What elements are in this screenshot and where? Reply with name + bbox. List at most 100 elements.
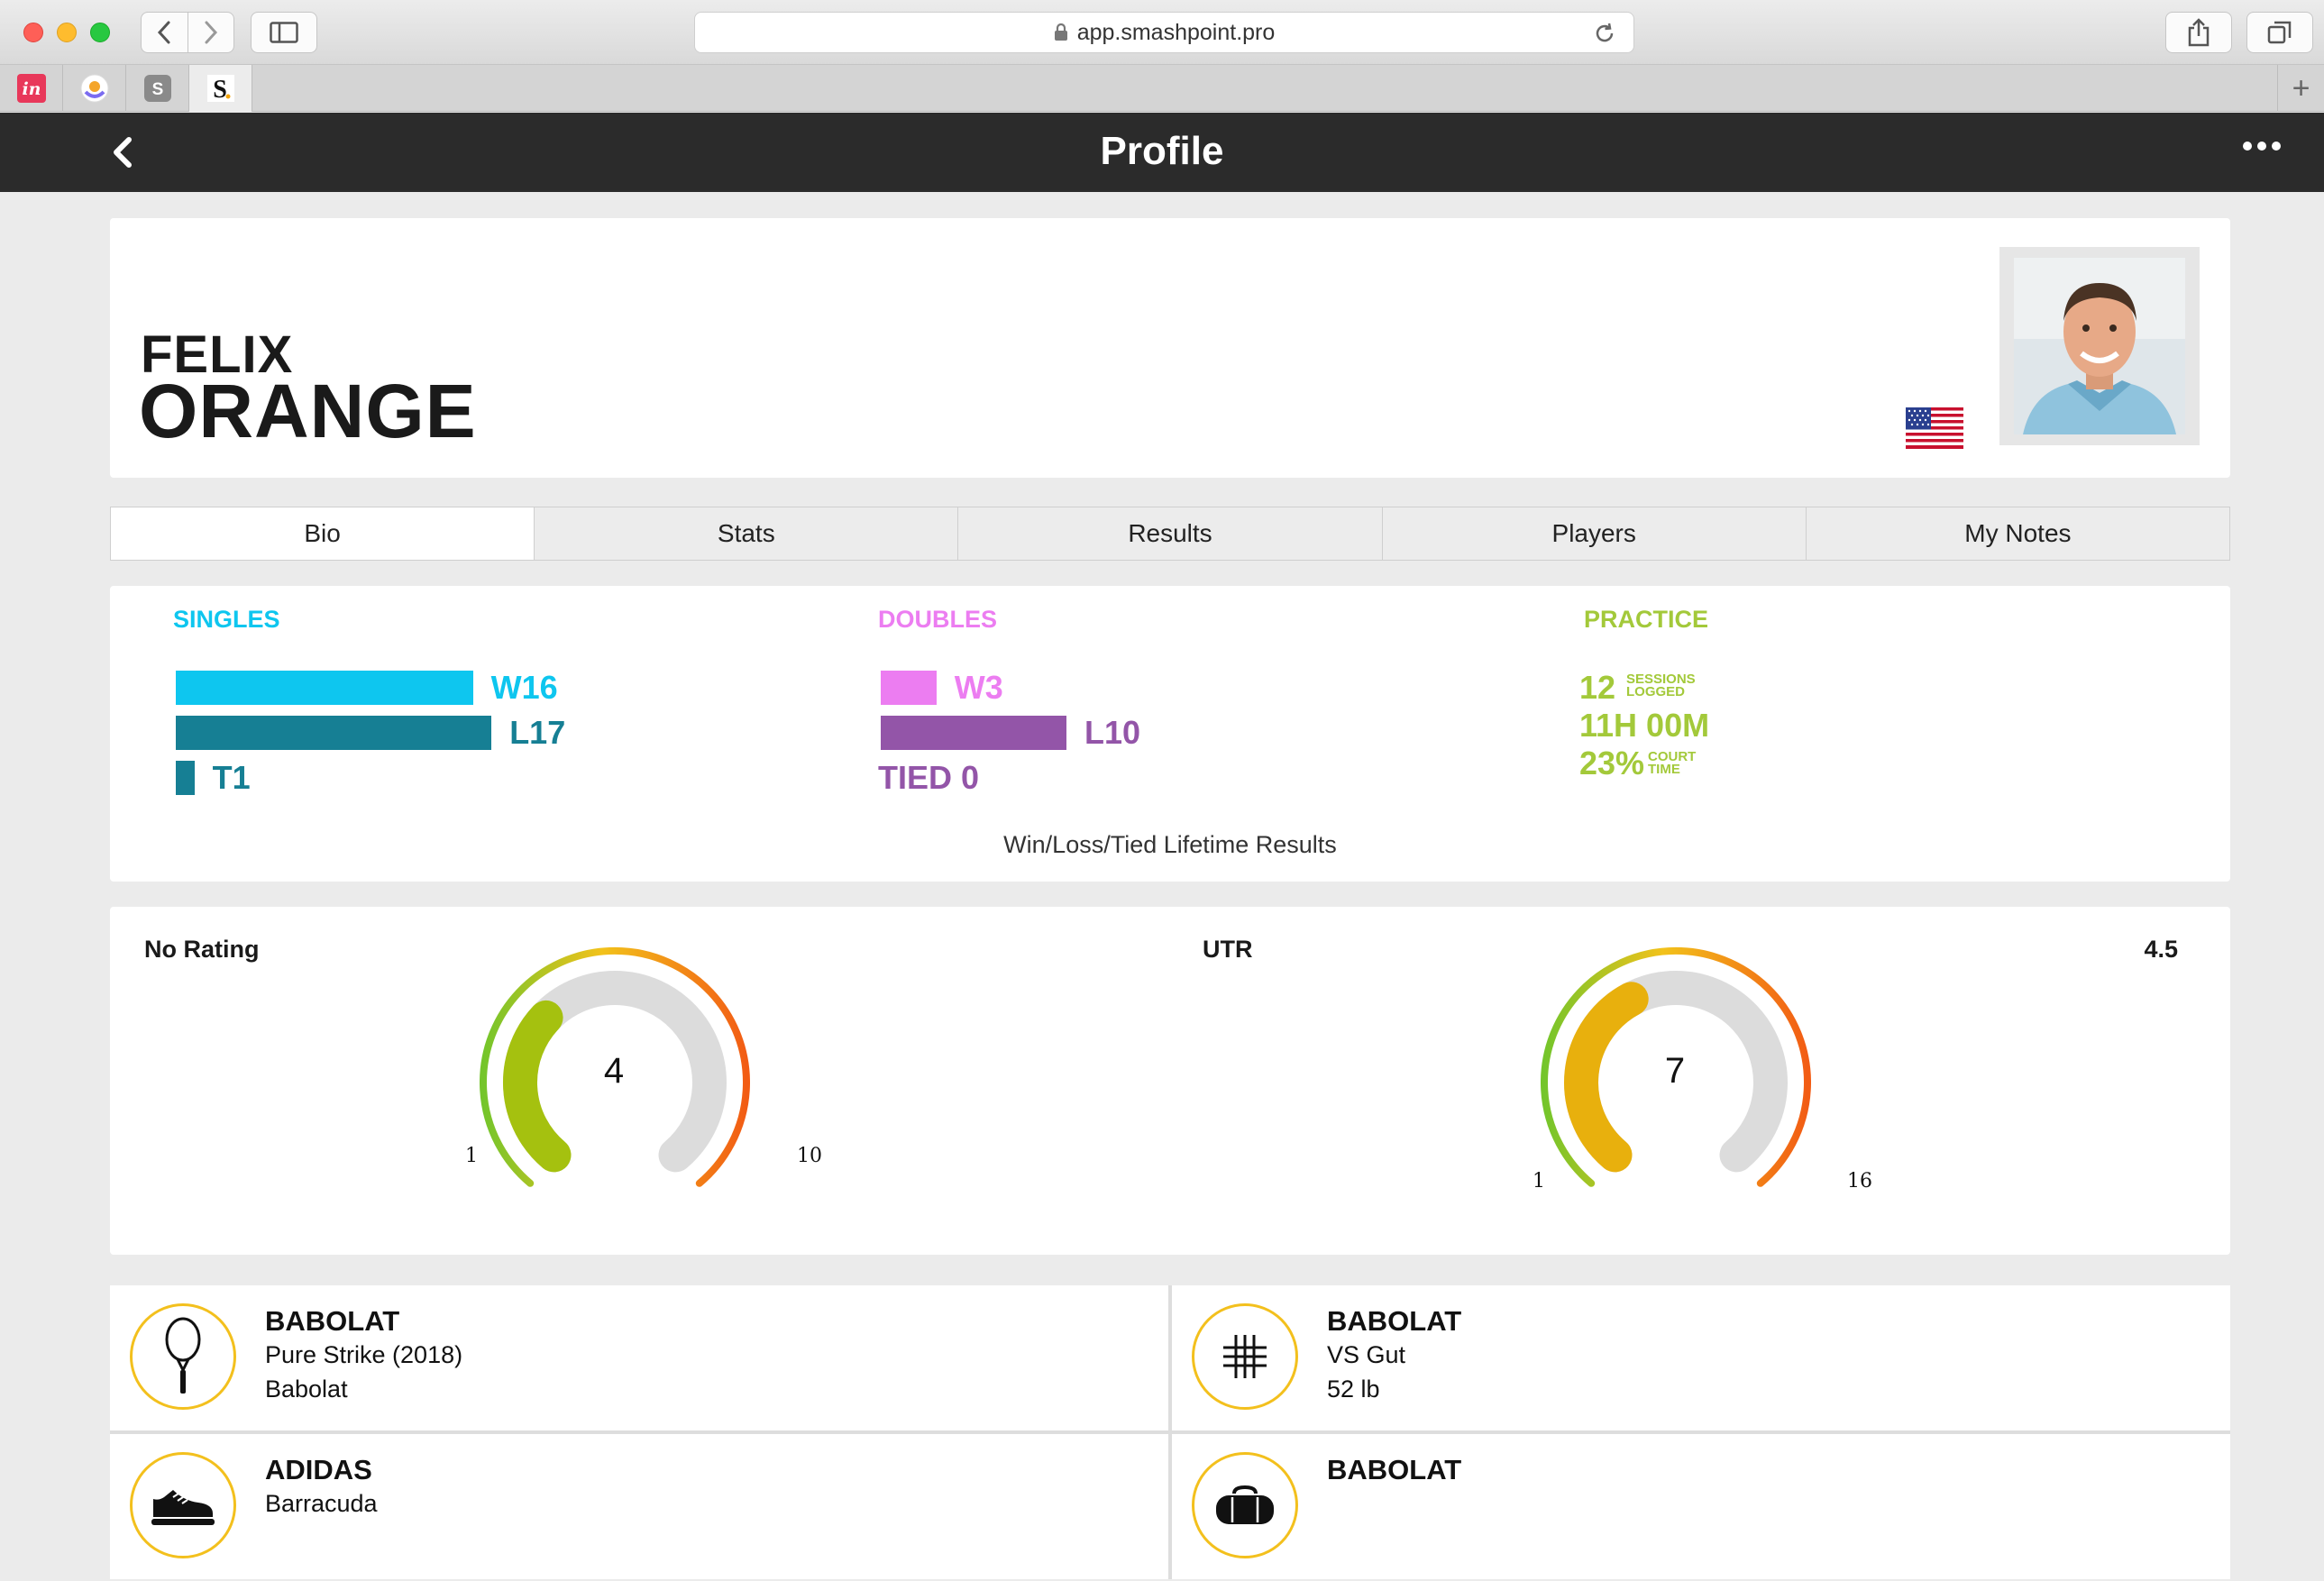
equipment-model: Barracuda (265, 1490, 378, 1517)
minimize-window-button[interactable] (57, 23, 77, 42)
tab-stats[interactable]: Stats (534, 507, 957, 560)
browser-titlebar: app.smashpoint.pro (0, 0, 2324, 65)
doubles-heading: DOUBLES (878, 606, 998, 633)
equipment-item-shoes[interactable]: ADIDAS Barracuda (110, 1434, 1168, 1579)
pinned-tab-app[interactable] (63, 65, 126, 112)
results-caption: Win/Loss/Tied Lifetime Results (1003, 831, 1337, 858)
equipment-item-strings[interactable]: BABOLAT VS Gut 52 lb (1172, 1285, 2230, 1430)
share-button[interactable] (2165, 12, 2232, 53)
pinned-tab-s-bold[interactable]: S (189, 65, 252, 112)
tab-results[interactable]: Results (957, 507, 1381, 560)
rating-label-utr: UTR (1203, 936, 1253, 963)
doubles-wins-label: W3 (954, 669, 1003, 706)
practice-sessions-unit-1: SESSIONS (1626, 672, 1696, 687)
doubles-losses-label: L10 (1084, 714, 1141, 751)
first-name: FELIX (141, 325, 294, 384)
zoom-window-button[interactable] (90, 23, 110, 42)
browser-forward-button[interactable] (187, 13, 234, 52)
svg-text:S: S (151, 80, 163, 99)
pinned-tabs-bar: in S S + (0, 65, 2324, 112)
svg-text:in: in (22, 79, 41, 99)
practice-time: 11H 00M (1579, 707, 1710, 744)
gauge-value-left: 4 (603, 1051, 625, 1091)
app-header: Profile (0, 113, 2324, 192)
more-options-icon[interactable] (2243, 142, 2281, 151)
equipment-brand: BABOLAT (265, 1305, 400, 1337)
equipment-brand: ADIDAS (265, 1454, 372, 1485)
reload-icon[interactable] (1592, 21, 1617, 46)
chevron-right-icon (205, 21, 217, 44)
equipment-model: VS Gut (1327, 1341, 1406, 1368)
practice-court-unit-1: COURT (1648, 749, 1697, 764)
back-icon[interactable] (104, 133, 143, 172)
invision-icon: in (16, 74, 46, 103)
doubles-ties-label: TIED 0 (878, 759, 980, 796)
practice-sessions-count: 12 (1579, 669, 1616, 706)
us-flag-icon (1906, 407, 1963, 449)
app-logo-icon (80, 74, 108, 103)
bag-icon-circle (1192, 1452, 1298, 1558)
equipment-item-bag[interactable]: BABOLAT (1172, 1434, 2230, 1579)
rating-label-left: No Rating (144, 936, 260, 963)
equipment-item-racquet[interactable]: BABOLAT Pure Strike (2018) Babolat (110, 1285, 1168, 1430)
equipment-brand: BABOLAT (1327, 1305, 1462, 1337)
racquet-icon-circle (130, 1303, 236, 1410)
avatar[interactable] (1999, 247, 2200, 445)
tab-overview-button[interactable] (2246, 12, 2313, 53)
pinned-tab-invision[interactable]: in (0, 65, 63, 112)
shoe-icon (151, 1490, 215, 1525)
last-name: ORANGE (139, 369, 477, 453)
s-bold-icon: S (206, 75, 234, 102)
lock-icon (1054, 23, 1067, 41)
equipment-model: Pure Strike (2018) (265, 1341, 463, 1368)
browser-back-button[interactable] (142, 13, 188, 52)
racquet-icon (165, 1317, 201, 1394)
singles-losses-bar (176, 716, 492, 750)
address-bar[interactable]: app.smashpoint.pro (694, 12, 1634, 53)
close-window-button[interactable] (23, 23, 43, 42)
practice-sessions-unit-2: LOGGED (1626, 684, 1686, 699)
tab-players[interactable]: Players (1381, 507, 1806, 560)
new-tab-button[interactable]: + (2277, 65, 2324, 112)
profile-card: FELIX ORANGE (110, 218, 2230, 478)
singles-losses-label: L17 (509, 714, 566, 751)
singles-wins-label: W16 (490, 669, 558, 706)
url-text: app.smashpoint.pro (1076, 19, 1276, 45)
gauge-outer-arc (480, 947, 750, 1187)
shoe-icon-circle (130, 1452, 236, 1558)
chevron-left-icon (158, 21, 170, 44)
utr-score: 4.5 (2144, 936, 2178, 963)
singles-wins-bar (176, 671, 473, 705)
history-nav (141, 12, 234, 53)
gauge-min-utr: 1 (1533, 1170, 1545, 1193)
practice-court-percent: 23% (1579, 745, 1645, 781)
singles-ties-bar (176, 761, 195, 795)
doubles-losses-bar (881, 716, 1066, 750)
equipment-detail: Babolat (265, 1375, 348, 1403)
sidebar-toggle-button[interactable] (251, 12, 317, 53)
gauge-fill (503, 1000, 572, 1173)
gauge-max-utr: 16 (1847, 1170, 1872, 1193)
share-icon (2188, 18, 2210, 47)
strings-icon (1223, 1335, 1267, 1378)
gauge-min-left: 1 (465, 1145, 478, 1167)
avatar-photo (2014, 258, 2185, 434)
equipment-brand: BABOLAT (1327, 1454, 1462, 1485)
ratings-card: No Rating UTR 4.5 4 1 10 7 1 16 (110, 907, 2230, 1255)
lifetime-results-card: SINGLES W16 L17 T1 DOUBLES W3 L10 TIED 0… (110, 586, 2230, 882)
pinned-tab-s[interactable]: S (126, 65, 189, 112)
practice-heading: PRACTICE (1584, 606, 1709, 633)
tab-my-notes[interactable]: My Notes (1805, 507, 2229, 560)
singles-heading: SINGLES (173, 606, 280, 633)
tabs-icon (2267, 21, 2292, 44)
tab-bio[interactable]: Bio (111, 507, 535, 560)
page-title: Profile (1100, 129, 1224, 173)
doubles-wins-bar (881, 671, 937, 705)
practice-court-unit-2: TIME (1648, 762, 1680, 777)
rating-gauge-left (480, 947, 750, 1187)
equipment-grid: BABOLAT Pure Strike (2018) Babolat BABOL… (110, 1285, 2230, 1579)
gauge-value-utr: 7 (1664, 1051, 1686, 1091)
singles-ties-label: T1 (212, 759, 251, 796)
gauge-outer-arc (1541, 947, 1811, 1187)
profile-tabs: Bio Stats Results Players My Notes (110, 507, 2230, 561)
